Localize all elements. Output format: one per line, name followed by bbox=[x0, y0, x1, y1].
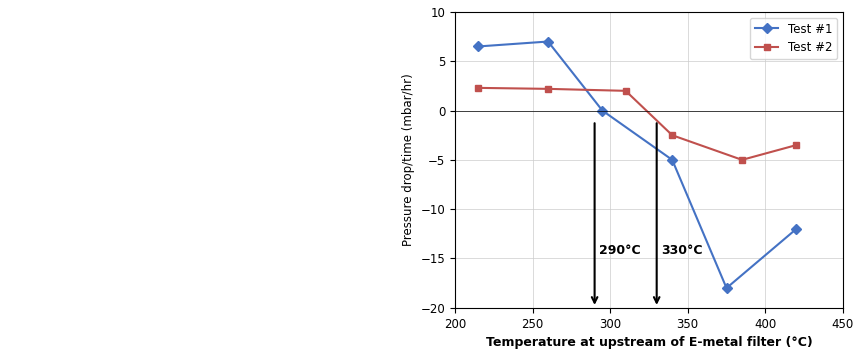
Text: 290°C: 290°C bbox=[599, 244, 641, 257]
Line: Test #2: Test #2 bbox=[474, 84, 800, 163]
Test #2 bbox=[473, 86, 483, 90]
X-axis label: Temperature at upstream of E-metal filter (°C): Temperature at upstream of E-metal filte… bbox=[486, 336, 812, 349]
Test #2 bbox=[621, 89, 631, 93]
Test #1 bbox=[667, 158, 678, 162]
Test #1 bbox=[473, 44, 483, 49]
Legend: Test #1, Test #2: Test #1, Test #2 bbox=[750, 18, 837, 59]
Test #2 bbox=[791, 143, 802, 147]
Text: 330°C: 330°C bbox=[661, 244, 703, 257]
Y-axis label: Pressure drop/time (mbar/hr): Pressure drop/time (mbar/hr) bbox=[402, 73, 415, 246]
Test #1 bbox=[543, 40, 554, 44]
Test #2 bbox=[543, 87, 554, 91]
Line: Test #1: Test #1 bbox=[474, 38, 800, 292]
Test #2 bbox=[737, 158, 747, 162]
Test #1 bbox=[722, 286, 732, 290]
Test #2 bbox=[667, 133, 678, 137]
Test #1 bbox=[791, 227, 802, 231]
Text: [Photo]: [Photo] bbox=[170, 151, 231, 169]
Test #1 bbox=[598, 109, 608, 113]
